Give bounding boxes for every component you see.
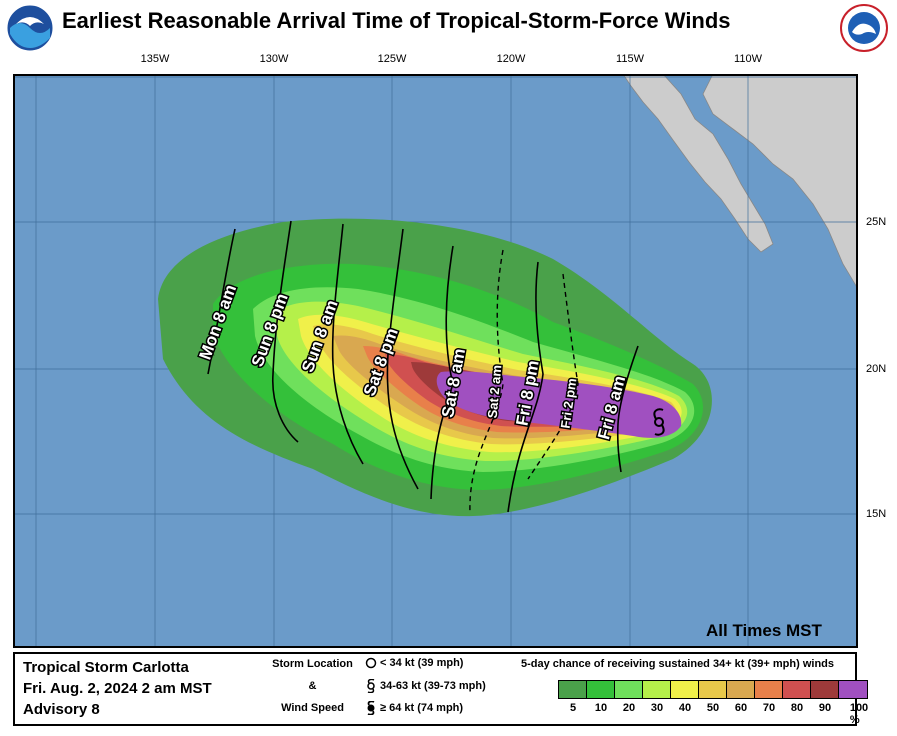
legend-footer: Tropical Storm Carlotta Fri. Aug. 2, 202… [13, 652, 868, 726]
legend-label: 90 [818, 702, 832, 714]
nws-logo [840, 4, 888, 52]
storm-location-icon [653, 408, 665, 436]
symbol-low-label: < 34 kt (39 mph) [380, 657, 464, 669]
legend-swatch [755, 681, 783, 698]
symbol-hurricane: ≥ 64 kt (74 mph) [365, 700, 464, 716]
lat-label-25n: 25N [866, 216, 887, 228]
legend-label: 50 [706, 702, 720, 714]
legend-swatch [643, 681, 671, 698]
legend-swatch [587, 681, 615, 698]
arrival-contours-dashed [469, 249, 579, 515]
legend-label: 5 [569, 702, 577, 714]
color-scale [558, 680, 868, 699]
legend-label: 70 [762, 702, 776, 714]
lon-label-135w: 135W [140, 53, 170, 65]
probability-map: Mon 8 am Sun 8 pm Sun 8 am Sat 8 pm Sat … [13, 74, 858, 648]
legend-label: 10 [594, 702, 608, 714]
lat-label-20n: 20N [866, 363, 887, 375]
storm-name: Tropical Storm Carlotta [23, 659, 189, 676]
map-title: Earliest Reasonable Arrival Time of Trop… [62, 8, 731, 33]
symbol-ts-label: 34-63 kt (39-73 mph) [380, 679, 486, 692]
graticule [13, 74, 858, 648]
legend-swatch [839, 681, 867, 698]
lat-label-15n: 15N [866, 508, 887, 520]
storm-info: Tropical Storm Carlotta Fri. Aug. 2, 202… [23, 657, 212, 720]
open-circle-icon [365, 657, 377, 669]
legend-label: 60 [734, 702, 748, 714]
legend-label: 100 % [849, 702, 869, 726]
location-key-line2: & [308, 680, 317, 692]
legend-swatch [671, 681, 699, 698]
symbol-hurricane-label: ≥ 64 kt (74 mph) [380, 701, 464, 714]
legend-label: 40 [678, 702, 692, 714]
lon-label-130w: 130W [259, 53, 289, 65]
lon-label-110w: 110W [734, 53, 762, 65]
symbol-low: < 34 kt (39 mph) [365, 657, 463, 669]
storm-advisory: Advisory 8 [23, 701, 100, 718]
label-sat-2am: Sat 2 am [485, 364, 505, 419]
lon-label-120w: 120W [496, 53, 526, 65]
noaa-logo [6, 4, 54, 52]
hurricane-icon [367, 700, 375, 716]
location-key-line1: Storm Location [272, 658, 353, 670]
legend-swatch [727, 681, 755, 698]
tropical-storm-icon [367, 678, 375, 694]
legend-title: 5-day chance of receiving sustained 34+ … [521, 658, 834, 670]
legend-swatch [559, 681, 587, 698]
legend-label: 20 [622, 702, 636, 714]
legend-swatch [783, 681, 811, 698]
times-note: All Times MST [706, 621, 822, 640]
location-key-line3: Wind Speed [281, 702, 344, 714]
lon-label-125w: 125W [377, 53, 407, 65]
land-baja [622, 74, 774, 253]
storm-datetime: Fri. Aug. 2, 2024 2 am MST [23, 680, 212, 697]
legend-swatch [615, 681, 643, 698]
legend-label: 30 [650, 702, 664, 714]
lon-label-115w: 115W [616, 53, 644, 65]
legend-label: 80 [790, 702, 804, 714]
legend-swatch [811, 681, 839, 698]
arrival-contours [207, 220, 639, 513]
land-mexico [702, 74, 858, 290]
legend-swatch [699, 681, 727, 698]
symbol-ts: 34-63 kt (39-73 mph) [365, 678, 486, 694]
prob-100 [436, 371, 682, 438]
